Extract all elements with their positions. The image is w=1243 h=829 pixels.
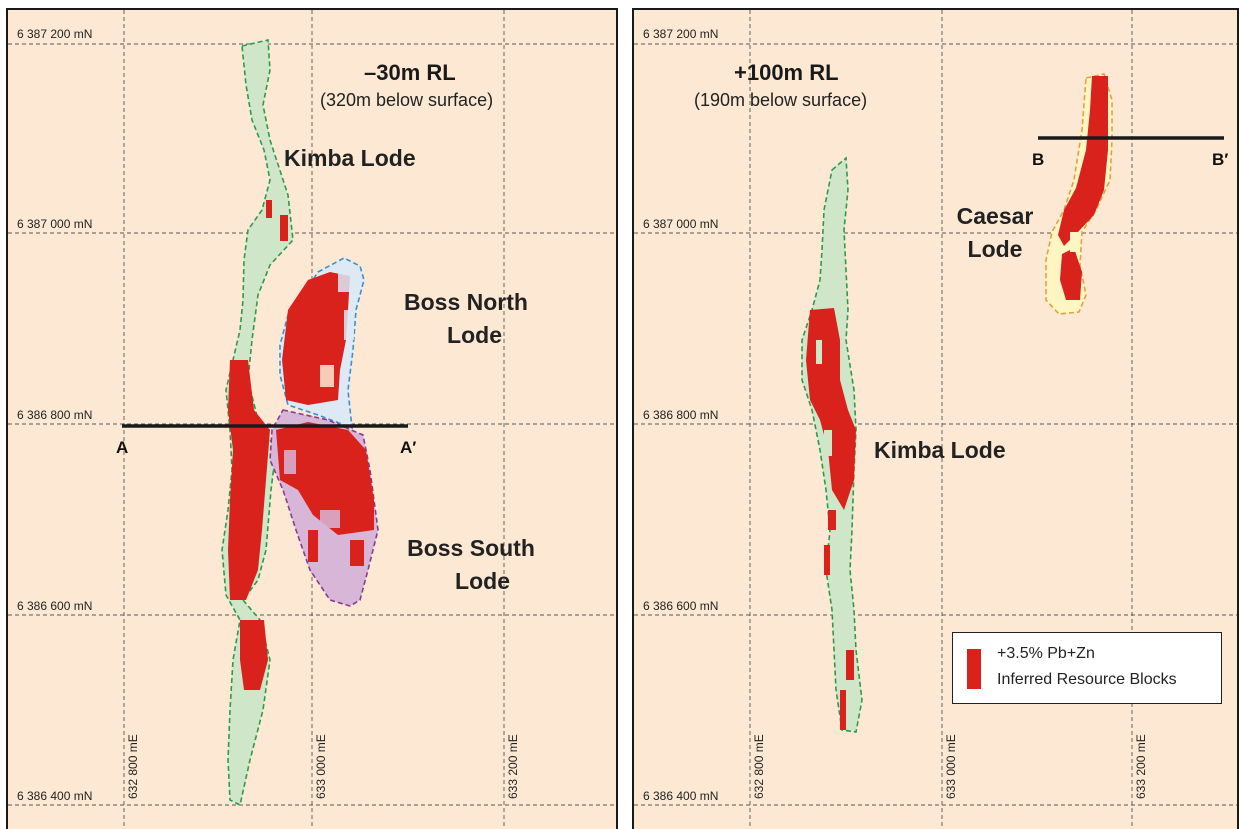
resource-block [240,620,268,690]
easting-label: 633 000 mE [944,733,958,800]
grid [634,10,1237,829]
block-gap [344,310,354,340]
legend: +3.5% Pb+Zn Inferred Resource Blocks [952,632,1222,704]
resource-block [308,530,318,562]
block-gaps-left [284,270,358,528]
northing-label: 6 387 000 mN [16,217,94,231]
northing-label: 6 386 600 mN [16,599,94,613]
kimba-lode-label: Kimba Lode [284,145,416,171]
level-subtitle: (190m below surface) [694,90,868,110]
resource-block [1060,248,1082,300]
northing-label: 6 387 200 mN [642,27,720,41]
block-gaps-right-kimba [816,340,832,456]
block-gap [824,430,832,456]
northing-label: 6 386 800 mN [16,408,94,422]
resource-block [280,215,288,241]
boss-south-label-line1: Boss South [407,535,535,561]
boss-north-label-line1: Boss North [404,289,528,315]
map-canvas-right [634,10,1237,829]
easting-label: 632 800 mE [126,733,140,800]
block-gaps-right [1070,232,1080,252]
section-a-end-label: A′ [400,438,417,457]
block-gap [1070,232,1080,252]
block-gap [320,510,340,528]
resource-block [266,200,272,218]
caesar-label-line1: Caesar [956,203,1034,229]
resource-block [228,360,270,600]
block-gap [338,270,358,292]
easting-label: 633 200 mE [1134,733,1148,800]
resource-block [828,510,836,530]
legend-line1: +3.5% Pb+Zn [997,645,1095,662]
block-gap [284,450,296,474]
resource-block [840,690,846,730]
northing-label: 6 387 000 mN [642,217,720,231]
caesar-lode-label: Caesar Lode [940,200,1050,266]
map-panel-minus30m-rl: 6 387 200 mN 6 387 000 mN 6 386 800 mN 6… [6,8,618,829]
resource-block [846,650,854,680]
resource-block [276,422,374,535]
northing-label: 6 387 200 mN [16,27,94,41]
resource-block [1058,76,1108,246]
northing-label: 6 386 400 mN [642,789,720,803]
resource-block [824,545,830,575]
resource-block-swatch [967,649,981,689]
easting-label: 633 200 mE [506,733,520,800]
section-b-start-label: B [1032,150,1045,169]
map-canvas-left [8,10,616,829]
caesar-label-line2: Lode [967,236,1023,262]
map-panel-plus100m-rl: 6 387 200 mN 6 387 000 mN 6 386 800 mN 6… [632,8,1239,829]
block-gap [816,340,822,364]
easting-label: 632 800 mE [752,733,766,800]
level-title: +100m RL [734,60,839,85]
boss-north-lode-label: Boss North Lode [386,286,546,352]
kimba-lode-label: Kimba Lode [874,437,1006,463]
level-subtitle: (320m below surface) [320,90,494,110]
boss-south-lode-label: Boss South Lode [386,532,556,598]
resource-blocks-left [228,200,374,690]
section-b-end-label: B′ [1212,150,1229,169]
legend-line2: Inferred Resource Blocks [997,671,1177,688]
boss-north-label-line2: Lode [447,322,502,348]
northing-label: 6 386 600 mN [642,599,720,613]
section-a-start-label: A [116,438,129,457]
boss-south-label-line2: Lode [455,568,510,594]
level-title: –30m RL [364,60,456,85]
northing-label: 6 386 800 mN [642,408,720,422]
resource-block [350,540,364,566]
northing-label: 6 386 400 mN [16,789,94,803]
easting-label: 633 000 mE [314,733,328,800]
grid [8,10,616,829]
block-gap [320,365,334,387]
